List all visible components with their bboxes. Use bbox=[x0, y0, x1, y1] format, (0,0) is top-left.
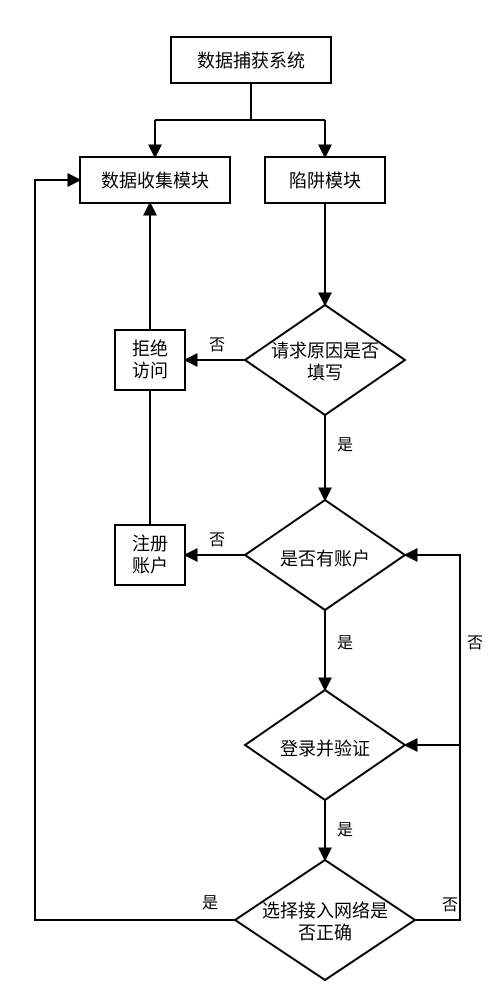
trap-label: 陷阱模块 bbox=[289, 171, 361, 191]
hasacct-node: 是否有账户 bbox=[245, 500, 405, 610]
reason-l1: 请求原因是否 bbox=[271, 341, 379, 361]
network-yes-label: 是 bbox=[202, 895, 218, 912]
trap-node: 陷阱模块 bbox=[265, 157, 385, 203]
login-no-label: 否 bbox=[467, 635, 483, 652]
hasacct-label: 是否有账户 bbox=[280, 549, 370, 569]
register-l1: 注册 bbox=[132, 534, 168, 554]
network-node: 选择接入网络是 否正确 bbox=[235, 860, 415, 980]
network-l2: 否正确 bbox=[298, 923, 352, 943]
login-label: 登录并验证 bbox=[280, 739, 370, 759]
reason-l2: 填写 bbox=[307, 363, 343, 383]
hasacct-yes-label: 是 bbox=[337, 635, 353, 652]
root-label: 数据捕获系统 bbox=[197, 51, 305, 71]
register-l2: 账户 bbox=[132, 556, 168, 576]
network-no-label: 否 bbox=[442, 897, 458, 914]
deny-l1: 拒绝 bbox=[132, 339, 168, 359]
reason-node: 请求原因是否 填写 bbox=[245, 305, 405, 415]
root-node: 数据捕获系统 bbox=[171, 37, 331, 83]
login-yes-label: 是 bbox=[337, 822, 353, 839]
reason-yes-label: 是 bbox=[337, 437, 353, 454]
hasacct-no-label: 否 bbox=[209, 532, 225, 549]
deny-l2: 访问 bbox=[132, 361, 168, 381]
network-l1: 选择接入网络是 bbox=[262, 901, 388, 921]
login-node: 登录并验证 bbox=[245, 690, 405, 800]
reason-no-label: 否 bbox=[209, 337, 225, 354]
collect-node: 数据收集模块 bbox=[80, 157, 230, 203]
register-node: 注册 账户 bbox=[115, 525, 185, 585]
flowchart: 否 是 否 是 是 否 否 是 数据捕获系统 数据收集模块 陷阱模块 拒绝 访问 bbox=[0, 0, 502, 1000]
collect-label: 数据收集模块 bbox=[101, 171, 209, 191]
deny-node: 拒绝 访问 bbox=[115, 330, 185, 390]
